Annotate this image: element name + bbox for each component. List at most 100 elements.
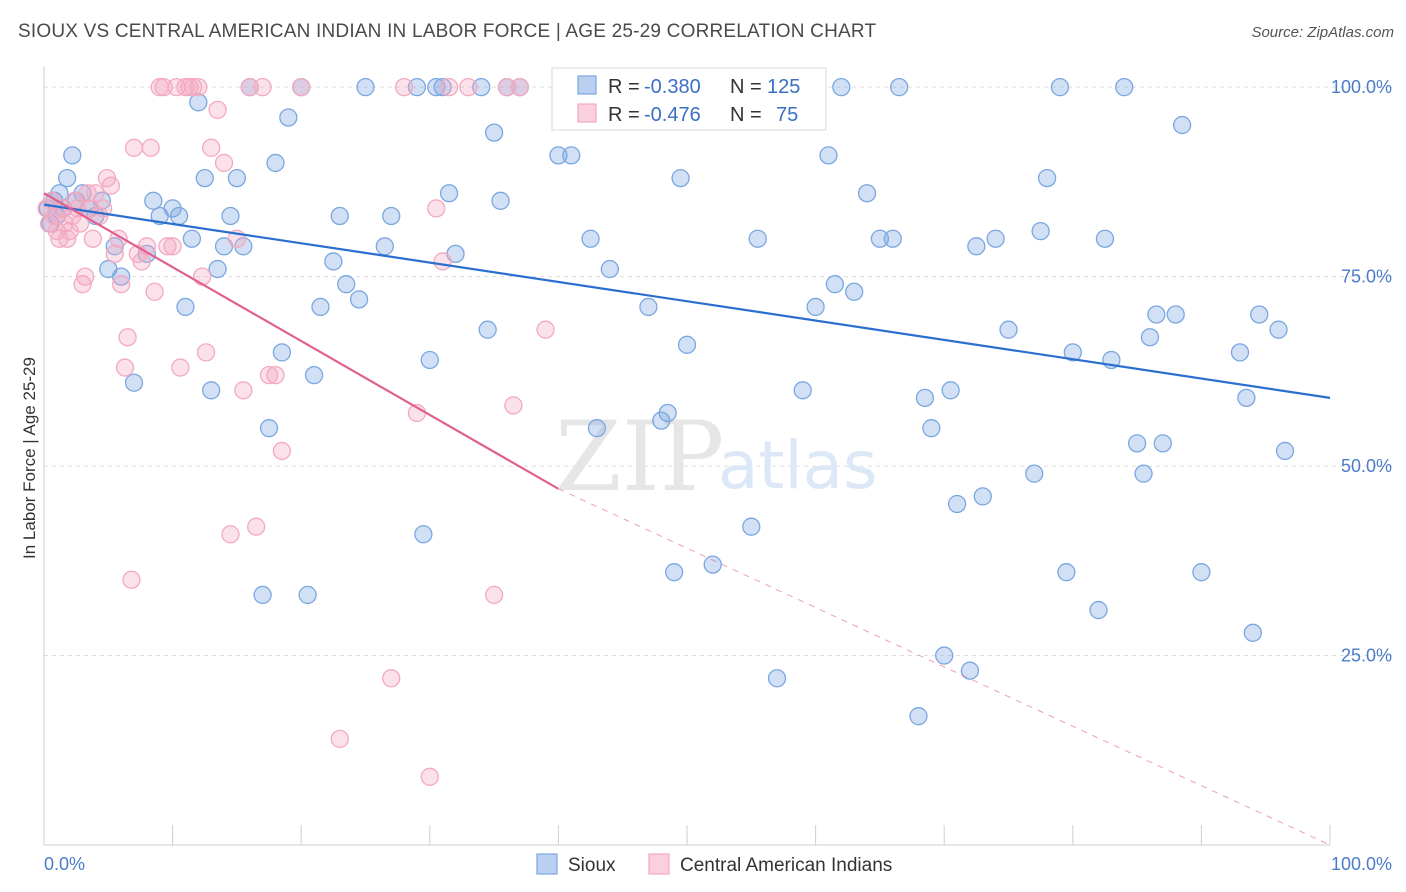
stats-legend-box <box>551 67 827 131</box>
bottom-legend-swatch-sioux <box>536 853 558 875</box>
point-central-american <box>145 282 164 301</box>
point-central-american <box>497 78 517 97</box>
point-sioux <box>941 381 960 400</box>
point-sioux <box>182 229 202 248</box>
point-sioux <box>1250 305 1269 324</box>
point-sioux <box>304 365 324 385</box>
point-sioux <box>639 297 658 317</box>
point-central-american <box>292 78 311 97</box>
point-sioux <box>1192 563 1211 582</box>
data-points <box>37 78 1295 786</box>
trend-extension-central-american <box>558 488 1331 846</box>
point-sioux <box>63 146 82 165</box>
point-central-american <box>266 365 285 385</box>
point-sioux <box>298 585 317 605</box>
point-central-american <box>78 184 97 203</box>
trend-line-central-american <box>43 192 559 490</box>
y-tick-labels: 25.0% 50.0% 75.0% 100.0% <box>1331 77 1392 665</box>
point-sioux <box>375 237 394 256</box>
point-sioux <box>1089 600 1108 620</box>
point-sioux <box>208 259 227 279</box>
point-sioux <box>1063 343 1082 362</box>
point-sioux <box>330 206 349 226</box>
point-sioux <box>1127 434 1147 453</box>
point-sioux <box>1140 328 1160 347</box>
point-central-american <box>60 221 79 241</box>
point-central-american <box>196 343 216 362</box>
point-sioux <box>202 381 221 400</box>
point-central-american <box>259 365 279 385</box>
legend-r-value-2: -0.476 <box>644 104 701 126</box>
point-sioux <box>266 153 285 173</box>
legend-n-value-1: 125 <box>767 76 800 98</box>
y-tick-label: 25.0% <box>1341 646 1392 666</box>
point-sioux <box>259 419 279 438</box>
point-sioux <box>349 290 369 309</box>
source-label: Source: ZipAtlas.com <box>1251 24 1394 41</box>
point-central-american <box>427 199 446 218</box>
watermark-zip: ZIP <box>555 401 724 513</box>
bottom-legend-swatch-central-american <box>648 853 670 875</box>
point-sioux <box>1243 623 1262 642</box>
chart-title: SIOUX VS CENTRAL AMERICAN INDIAN IN LABO… <box>18 21 877 42</box>
point-sioux <box>112 267 131 286</box>
legend-n-label-1: N = <box>730 76 762 98</box>
trend-lines <box>43 192 1331 846</box>
point-central-american <box>184 78 203 97</box>
watermark-atlas: atlas <box>718 427 878 504</box>
point-central-american <box>214 153 234 173</box>
point-sioux <box>478 320 497 339</box>
point-sioux <box>825 275 845 294</box>
bottom-legend-label-sioux: Sioux <box>568 855 616 876</box>
point-sioux <box>272 343 292 362</box>
point-sioux <box>420 350 439 370</box>
point-sioux <box>221 206 240 226</box>
point-sioux <box>407 78 427 97</box>
point-central-american <box>439 78 459 97</box>
point-sioux <box>433 78 452 97</box>
point-sioux <box>890 78 909 97</box>
point-sioux <box>658 403 677 423</box>
point-sioux <box>1230 343 1250 362</box>
point-central-american <box>124 138 144 157</box>
point-sioux <box>414 525 433 544</box>
point-sioux <box>960 661 980 680</box>
point-central-american <box>510 78 529 97</box>
point-central-american <box>394 78 414 97</box>
point-sioux <box>883 229 902 248</box>
point-central-american <box>484 585 504 605</box>
point-central-american <box>202 138 221 157</box>
legend-swatch-sioux <box>577 75 597 95</box>
y-tick-label: 50.0% <box>1341 456 1392 476</box>
point-central-american <box>240 78 259 97</box>
point-central-american <box>382 669 401 688</box>
point-sioux <box>1095 229 1115 248</box>
point-sioux <box>1057 563 1076 582</box>
point-sioux <box>703 555 722 574</box>
point-sioux <box>324 252 343 271</box>
point-central-american <box>176 78 195 97</box>
point-central-american <box>83 229 103 248</box>
axes <box>43 66 1331 846</box>
point-central-american <box>536 320 555 339</box>
point-sioux <box>581 229 600 248</box>
point-sioux <box>832 78 851 97</box>
point-sioux <box>472 78 491 97</box>
point-sioux <box>1237 388 1256 408</box>
point-central-american <box>154 78 173 97</box>
point-sioux <box>1147 305 1166 324</box>
point-central-american <box>504 396 523 415</box>
legend-r-label-1: R = <box>608 76 640 98</box>
series-legend: Sioux Central American Indians <box>536 853 892 876</box>
point-central-american <box>45 206 64 226</box>
point-central-american <box>272 441 292 461</box>
point-central-american <box>163 237 182 256</box>
point-sioux <box>484 123 504 142</box>
point-sioux <box>857 184 877 203</box>
point-central-american <box>141 138 160 157</box>
point-sioux <box>806 297 825 317</box>
point-sioux <box>664 563 684 582</box>
point-sioux <box>819 146 838 165</box>
point-sioux <box>1031 221 1050 241</box>
point-sioux <box>999 320 1018 339</box>
